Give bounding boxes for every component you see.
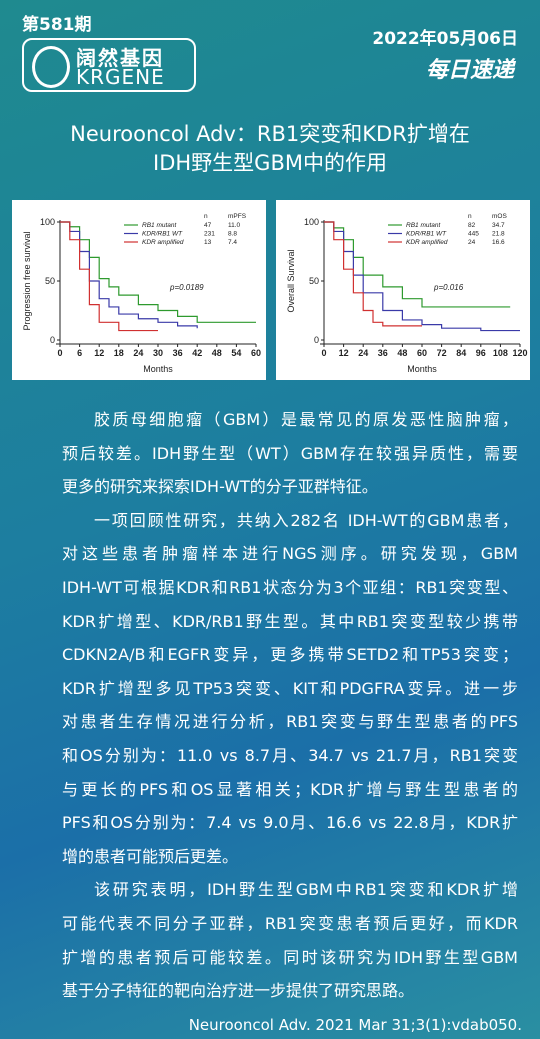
legend-header: n bbox=[468, 213, 472, 220]
legend-median: 21.8 bbox=[492, 231, 505, 238]
chart-panel: 0 50 100 0 6 12 18 24 30 36 42 48 54 60 Months Progress… bbox=[12, 200, 266, 380]
y-tick-label: 0 bbox=[314, 335, 319, 345]
legend-median: 8.8 bbox=[228, 231, 237, 238]
km-chart: 0 50 100 0 12 24 36 48 60 72 84 96 108 120 Months Overa… bbox=[286, 213, 528, 374]
title-line: Neurooncol Adv：RB1突变和KDR扩增在 bbox=[70, 122, 470, 146]
legend-header: n bbox=[204, 213, 208, 220]
y-tick-label: 100 bbox=[304, 217, 319, 227]
issue: 第581期 bbox=[22, 15, 92, 35]
x-tick-label: 84 bbox=[456, 348, 466, 358]
body-line: 一项回顾性研究，共纳入282名 IDH-WT的GBM患者， bbox=[94, 510, 518, 530]
x-tick-label: 12 bbox=[94, 348, 104, 358]
legend-median: 11.0 bbox=[228, 222, 241, 229]
legend-label: KDR/RB1 WT bbox=[406, 231, 447, 238]
body-line: 基于分子特征的靶向治疗进一步提供了研究思路。 bbox=[62, 981, 415, 1001]
survival-curve bbox=[324, 221, 422, 327]
survival-curve bbox=[60, 221, 198, 329]
y-axis-label: Overall Survival bbox=[286, 249, 296, 312]
body-line: 和OS分别为：11.0 vs 8.7月、34.7 vs 21.7月，RB1突变 bbox=[62, 746, 518, 765]
legend-median: 34.7 bbox=[492, 222, 505, 229]
x-tick-label: 96 bbox=[476, 348, 486, 358]
legend-n: 24 bbox=[468, 239, 476, 246]
x-tick-label: 36 bbox=[173, 348, 183, 358]
x-tick-label: 12 bbox=[339, 348, 349, 358]
body-line: KDR扩增型、KDR/RB1野生型。其中RB1突变型较少携带 bbox=[62, 611, 518, 631]
x-tick-label: 60 bbox=[417, 348, 427, 358]
column: 每日速递 bbox=[425, 58, 514, 83]
body-line: IDH-WT可根据KDR和RB1状态分为3个亚组：RB1突变型、 bbox=[62, 578, 518, 597]
x-tick-label: 18 bbox=[114, 348, 124, 358]
y-tick-label: 50 bbox=[45, 276, 55, 286]
p-value: p=0.016 bbox=[433, 283, 464, 292]
legend-label: RB1 mutant bbox=[406, 222, 442, 229]
x-tick-label: 24 bbox=[358, 348, 368, 358]
citation: Neurooncol Adv. 2021 Mar 31;3(1):vdab050… bbox=[188, 1016, 522, 1034]
body-line: 与更长的PFS和OS显著相关；KDR扩增与野生型患者的 bbox=[62, 779, 518, 799]
x-tick-label: 6 bbox=[77, 348, 82, 358]
body-line: 该研究表明，IDH野生型GBM中RB1突变和KDR扩增 bbox=[94, 880, 518, 900]
x-axis-label: Months bbox=[143, 364, 173, 374]
legend-header: mPFS bbox=[228, 213, 247, 220]
logo: 阔然基因 KRGENE bbox=[22, 38, 196, 92]
body-line: 预后较差。IDH野生型（WT）GBM存在较强异质性，需要 bbox=[62, 443, 518, 463]
body-line: CDKN2A/B和EGFR变异，更多携带SETD2和TP53突变； bbox=[62, 645, 518, 665]
x-tick-label: 72 bbox=[437, 348, 447, 358]
y-tick-label: 50 bbox=[309, 276, 319, 286]
legend-label: KDR/RB1 WT bbox=[142, 231, 183, 238]
logo-cn: 阔然基因 bbox=[76, 46, 164, 70]
legend-n: 445 bbox=[468, 231, 479, 238]
legend-header: mOS bbox=[492, 213, 507, 220]
legend-label: KDR amplified bbox=[406, 239, 448, 246]
body-line: KDR扩增型多见TP53突变、KIT和PDGFRA变异。进一步 bbox=[62, 678, 518, 698]
chart-panel: 0 50 100 0 12 24 36 48 60 72 84 96 108 120 Months Overa… bbox=[276, 200, 530, 380]
body-line: 更多的研究来探索IDH-WT的分子亚群特征。 bbox=[62, 477, 378, 497]
x-tick-label: 36 bbox=[378, 348, 388, 358]
legend-n: 82 bbox=[468, 222, 476, 229]
y-tick-label: 0 bbox=[50, 335, 55, 345]
legend-n: 13 bbox=[204, 239, 212, 246]
p-value: p=0.0189 bbox=[169, 283, 204, 292]
x-tick-label: 48 bbox=[212, 348, 222, 358]
x-tick-label: 48 bbox=[397, 348, 407, 358]
survival-curve bbox=[324, 221, 511, 308]
legend-median: 7.4 bbox=[228, 239, 237, 246]
x-axis-label: Months bbox=[407, 364, 437, 374]
body-line: 胶质母细胞瘤（GBM）是最常见的原发恶性脑肿瘤， bbox=[94, 410, 518, 429]
logo-icon bbox=[32, 46, 70, 88]
body-line: 扩增的患者预后可能较差。同时该研究为IDH野生型GBM bbox=[62, 947, 518, 967]
x-tick-label: 54 bbox=[231, 348, 241, 358]
legend-label: RB1 mutant bbox=[142, 222, 178, 229]
x-tick-label: 108 bbox=[493, 348, 508, 358]
legend-n: 231 bbox=[204, 231, 215, 238]
y-axis-label: Progression free survival bbox=[22, 231, 32, 330]
x-tick-label: 24 bbox=[133, 348, 143, 358]
x-tick-label: 120 bbox=[512, 348, 527, 358]
survival-curve bbox=[324, 221, 520, 332]
x-tick-label: 0 bbox=[321, 348, 326, 358]
body-line: 对患者生存情况进行分析，RB1突变与野生型患者的PFS bbox=[62, 712, 518, 732]
body-line: 增的患者可能预后更差。 bbox=[62, 846, 239, 866]
legend-n: 47 bbox=[204, 222, 212, 229]
x-tick-label: 0 bbox=[57, 348, 62, 358]
legend-label: KDR amplified bbox=[142, 239, 184, 246]
body-line: 对这些患者肿瘤样本进行NGS测序。研究发现，GBM bbox=[62, 544, 518, 564]
legend-median: 16.6 bbox=[492, 239, 505, 246]
title-line: IDH野生型GBM中的作用 bbox=[153, 151, 387, 175]
x-tick-label: 60 bbox=[251, 348, 261, 358]
survival-curve bbox=[60, 221, 158, 332]
logo-en: KRGENE bbox=[76, 65, 165, 89]
y-tick-label: 100 bbox=[40, 217, 55, 227]
x-tick-label: 42 bbox=[192, 348, 202, 358]
x-tick-label: 30 bbox=[153, 348, 163, 358]
date: 2022年05月06日 bbox=[372, 29, 518, 49]
body-line: PFS和OS分别为：7.4 vs 9.0月、16.6 vs 22.8月，KDR扩 bbox=[62, 813, 518, 833]
km-chart: 0 50 100 0 6 12 18 24 30 36 42 48 54 60 Months Progress… bbox=[22, 213, 261, 374]
body-line: 可能代表不同分子亚群，RB1突变患者预后更好，而KDR bbox=[62, 914, 518, 933]
